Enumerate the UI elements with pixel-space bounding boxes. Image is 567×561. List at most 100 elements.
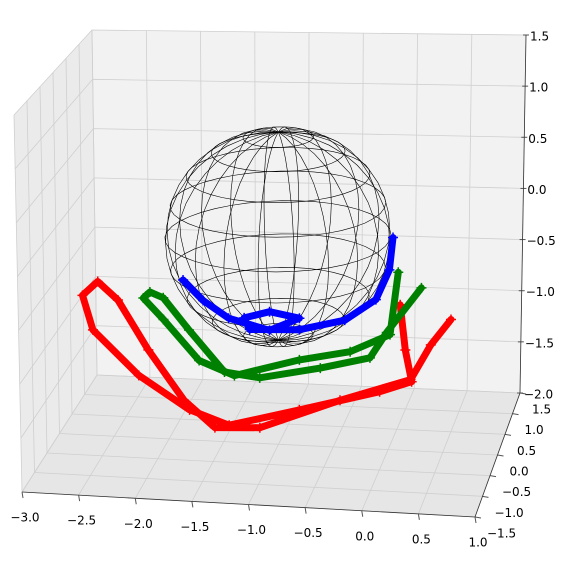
- point-marker: [381, 327, 392, 338]
- tick-mark: [191, 501, 194, 508]
- y-tick-label: 1.5: [532, 403, 551, 417]
- z-tick-label: 1.0: [529, 81, 548, 95]
- pane-floor: [22, 375, 520, 517]
- tick-mark: [21, 491, 24, 499]
- x-tick-label: −3.0: [10, 511, 39, 525]
- grid-line: [13, 29, 527, 116]
- z-axis-line: [519, 34, 527, 394]
- point-marker: [315, 363, 326, 374]
- point-marker: [179, 395, 190, 406]
- point-marker: [239, 312, 250, 323]
- point-marker: [198, 295, 209, 306]
- tick-mark: [248, 504, 250, 511]
- point-marker: [184, 404, 195, 415]
- sphere-wire: [278, 127, 332, 341]
- pane-left: [14, 30, 97, 492]
- point-marker: [445, 314, 456, 325]
- point-marker: [138, 292, 149, 303]
- point-marker: [393, 267, 404, 278]
- point-marker: [224, 420, 235, 431]
- point-marker: [370, 294, 381, 305]
- x-tick-label: −2.0: [124, 517, 153, 531]
- tick-mark: [304, 507, 307, 514]
- z-tick-label: 0.5: [528, 132, 547, 146]
- sphere-wire: [278, 130, 380, 341]
- point-marker: [77, 290, 88, 301]
- tick-mark: [489, 475, 497, 478]
- point-marker: [254, 372, 265, 383]
- point-marker: [374, 386, 385, 397]
- point-marker: [133, 370, 144, 381]
- point-marker: [254, 422, 265, 433]
- point-marker: [388, 232, 399, 243]
- x-tick-label: 1.0: [468, 536, 487, 550]
- x-axis-line: [21, 491, 476, 518]
- point-marker: [335, 395, 346, 406]
- sphere-wire: [278, 131, 359, 344]
- y-tick-label: 0.5: [517, 444, 536, 458]
- tick-mark: [474, 516, 482, 519]
- point-marker: [406, 376, 417, 387]
- grid-line: [15, 128, 525, 223]
- point-marker: [194, 355, 205, 366]
- z-tick-label: −0.5: [527, 234, 556, 248]
- point-marker: [264, 325, 275, 336]
- point-marker: [400, 345, 411, 356]
- point-marker: [143, 344, 154, 355]
- point-marker: [87, 324, 98, 335]
- tick-mark: [504, 433, 512, 436]
- point-marker: [92, 276, 103, 287]
- x-tick-label: −1.5: [180, 520, 209, 534]
- y-tick-label: 1.0: [525, 423, 544, 437]
- point-marker: [244, 324, 255, 335]
- sphere-wire: [257, 131, 279, 348]
- tick-mark: [361, 510, 364, 517]
- point-marker: [209, 422, 220, 433]
- point-marker: [294, 354, 305, 365]
- grid-line: [18, 226, 523, 331]
- x-tick-label: −2.5: [67, 514, 96, 528]
- y-tick-label: 0.0: [510, 465, 529, 479]
- point-marker: [294, 404, 305, 415]
- y-tick-label: −1.0: [495, 506, 524, 520]
- sphere-wire: [278, 129, 360, 341]
- tick-mark: [512, 413, 519, 416]
- point-marker: [178, 274, 189, 285]
- point-marker: [294, 324, 305, 335]
- tick-mark: [474, 516, 477, 524]
- sphere-wire: [278, 126, 299, 341]
- x-tick-label: −0.5: [294, 526, 323, 540]
- x-tick-label: 0.0: [355, 529, 374, 543]
- sphere-wire: [263, 126, 279, 341]
- y-tick-label: −1.5: [487, 527, 516, 541]
- point-marker: [345, 346, 356, 357]
- grid-line: [17, 177, 524, 277]
- tick-mark: [78, 495, 81, 502]
- point-marker: [158, 292, 169, 303]
- sphere-wire: [166, 131, 279, 341]
- point-marker: [364, 352, 375, 363]
- sphere-wire: [223, 131, 279, 346]
- z-tick-label: −1.0: [526, 285, 555, 299]
- z-tick-label: 0.0: [527, 183, 546, 197]
- point-marker: [112, 294, 123, 305]
- point-marker: [339, 315, 350, 326]
- point-marker: [223, 313, 234, 324]
- point-marker: [384, 264, 395, 275]
- sphere-wire: [278, 131, 329, 346]
- point-marker: [264, 306, 275, 317]
- grid-line: [14, 78, 526, 170]
- tick-mark: [497, 454, 504, 457]
- y-tick-label: −0.5: [502, 485, 531, 499]
- sphere-wire: [278, 131, 295, 347]
- z-tick-label: −2.0: [524, 388, 553, 402]
- x-tick-label: −1.0: [237, 523, 266, 537]
- z-tick-label: 1.5: [530, 30, 549, 44]
- tick-mark: [134, 498, 137, 505]
- point-marker: [144, 287, 155, 298]
- curve: [79, 278, 455, 432]
- x-tick-label: 0.5: [412, 532, 431, 546]
- point-marker: [229, 370, 240, 381]
- tick-mark: [417, 513, 420, 520]
